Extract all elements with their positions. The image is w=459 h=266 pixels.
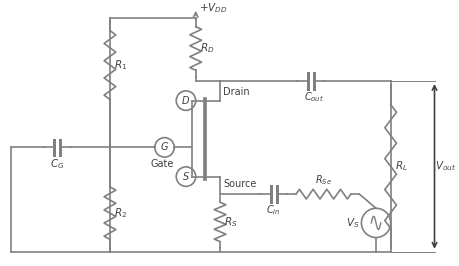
Text: S: S [183,172,189,182]
Text: $R_D$: $R_D$ [200,41,214,55]
Text: Gate: Gate [151,159,174,169]
Text: $R_1$: $R_1$ [114,58,127,72]
Text: $C_G$: $C_G$ [50,157,65,171]
Text: $C_{in}$: $C_{in}$ [266,203,281,217]
Text: Source: Source [223,178,257,189]
Text: G: G [161,142,168,152]
Text: $+V_{DD}$: $+V_{DD}$ [199,1,227,15]
Text: $R_L$: $R_L$ [395,160,408,173]
Text: $R_{Se}$: $R_{Se}$ [315,173,332,187]
Text: $V_{out}$: $V_{out}$ [436,160,457,173]
Text: $C_{out}$: $C_{out}$ [303,90,324,104]
Text: $V_S$: $V_S$ [346,216,359,230]
Text: $R_2$: $R_2$ [114,206,127,220]
Text: $R_S$: $R_S$ [224,215,238,229]
Text: Drain: Drain [223,87,250,97]
Text: D: D [182,95,190,106]
